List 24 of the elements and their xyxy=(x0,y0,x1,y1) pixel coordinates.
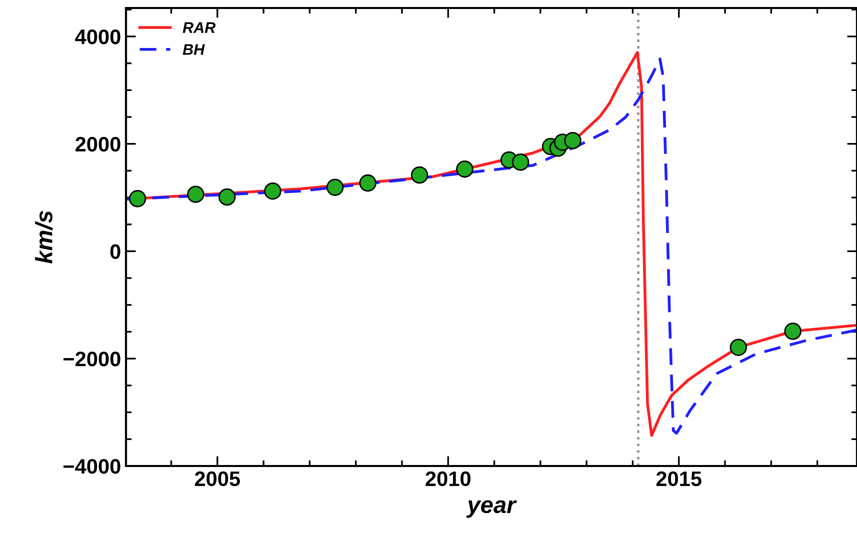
point xyxy=(730,338,748,356)
x-tick-label: 2005 xyxy=(194,471,240,486)
legend-label: BH xyxy=(182,44,205,55)
y-tick-label: −4000 xyxy=(63,459,120,474)
point xyxy=(218,188,236,206)
point xyxy=(359,174,376,192)
point xyxy=(264,182,282,200)
y-tick-label: 0 xyxy=(110,244,120,259)
x-tick-label: 2010 xyxy=(426,471,470,486)
point xyxy=(128,190,146,208)
y-tick-label: 4000 xyxy=(75,29,120,44)
point xyxy=(456,160,474,178)
point xyxy=(564,132,582,150)
y-tick-label: 2000 xyxy=(76,136,120,152)
point xyxy=(784,322,802,340)
x-tick-label: 2015 xyxy=(656,471,702,486)
point xyxy=(187,186,204,203)
y-tick-label: −2000 xyxy=(63,352,120,366)
point xyxy=(512,153,530,171)
x-axis-title: year xyxy=(466,500,517,518)
point xyxy=(326,178,344,196)
y-axis-title: km/s xyxy=(35,210,53,264)
point xyxy=(410,166,428,184)
legend-label: RAR xyxy=(182,22,216,33)
